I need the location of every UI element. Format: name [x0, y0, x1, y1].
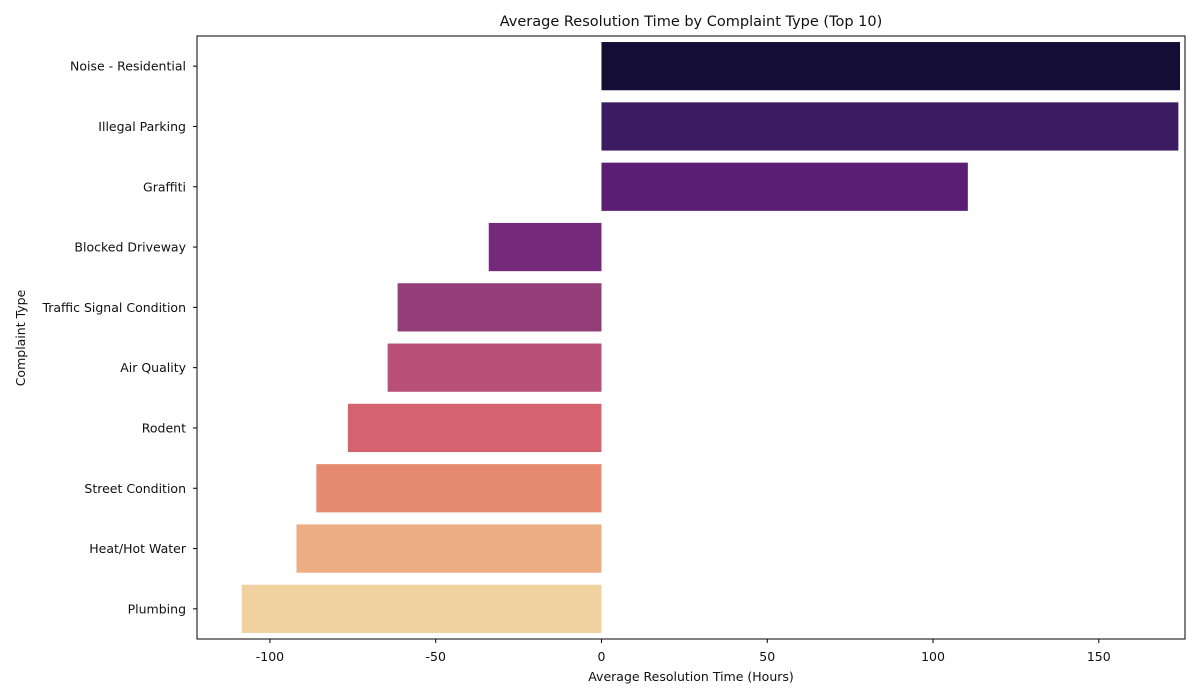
x-tick-label: 50 [759, 649, 775, 664]
bar-illegal-parking [601, 102, 1179, 151]
y-tick-label: Rodent [142, 420, 186, 435]
y-tick-label: Street Condition [84, 481, 186, 496]
y-tick-label: Air Quality [120, 360, 186, 375]
bar-blocked-driveway [488, 222, 602, 272]
y-tick-label: Graffiti [143, 179, 186, 194]
bar-heat-hot-water [296, 524, 602, 573]
bar-plumbing [241, 584, 602, 633]
bar-traffic-signal-condition [397, 283, 602, 332]
x-axis-label: Average Resolution Time (Hours) [588, 669, 794, 684]
y-tick-label: Illegal Parking [98, 119, 186, 134]
bar-air-quality [387, 343, 602, 392]
bar-rodent [347, 403, 602, 453]
x-tick-label: 150 [1087, 649, 1111, 664]
y-axis-label: Complaint Type [13, 289, 28, 386]
y-tick-label: Plumbing [128, 601, 186, 616]
y-tick-label: Heat/Hot Water [89, 541, 187, 556]
bars-layer [241, 42, 1181, 633]
bar-graffiti [601, 162, 968, 211]
x-axis: -100 -50 0 50 100 150 [256, 639, 1111, 664]
bar-street-condition [316, 464, 602, 513]
x-tick-label: -50 [426, 649, 446, 664]
chart-title: Average Resolution Time by Complaint Typ… [500, 14, 883, 30]
y-tick-label: Blocked Driveway [74, 240, 186, 255]
y-tick-label: Noise - Residential [70, 59, 186, 74]
x-tick-label: 100 [921, 649, 945, 664]
y-tick-label: Traffic Signal Condition [41, 300, 186, 315]
x-tick-label: 0 [598, 649, 606, 664]
plot-frame [196, 35, 1186, 640]
y-axis: Noise - Residential Illegal Parking Graffi… [41, 59, 197, 616]
bar-noise-residential [601, 42, 1181, 91]
x-tick-label: -100 [256, 649, 284, 664]
